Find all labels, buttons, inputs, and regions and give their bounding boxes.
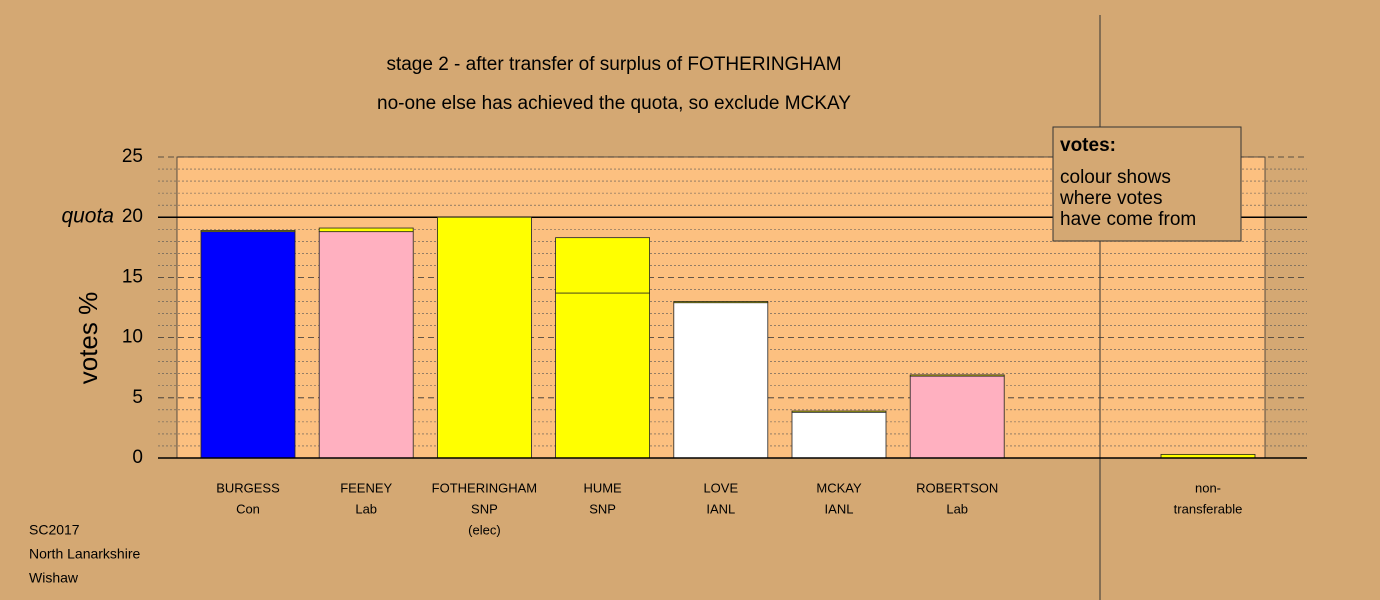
bar-segment — [909, 375, 1005, 459]
bar-segment — [791, 411, 887, 459]
category-label: BURGESS — [216, 480, 280, 495]
bar-segment — [909, 374, 1005, 377]
category-sublabel: IANL — [706, 501, 735, 516]
footer-text: SC2017 — [29, 522, 80, 538]
chart-title: stage 2 - after transfer of surplus of F… — [386, 54, 841, 75]
y-tick-label: 10 — [122, 327, 143, 348]
legend: votes: colour shows where votes have com… — [1052, 126, 1242, 242]
legend-text: have come from — [1060, 209, 1196, 230]
category-label: non- — [1195, 480, 1221, 495]
category-sublabel: Con — [236, 501, 260, 516]
chart-subtitle: no-one else has achieved the quota, so e… — [377, 93, 851, 114]
category-label: FOTHERINGHAM — [432, 480, 537, 495]
y-tick-label: 20 — [122, 206, 143, 227]
category-sublabel: transferable — [1174, 501, 1243, 516]
category-sublabel: IANL — [825, 501, 854, 516]
category-label: LOVE — [703, 480, 738, 495]
category-sublabel: SNP — [589, 501, 616, 516]
bar-segment — [436, 216, 532, 459]
legend-box — [1052, 126, 1242, 242]
bar-segment — [318, 227, 414, 233]
category-label: MCKAY — [816, 480, 862, 495]
category-sublabel: (elec) — [468, 522, 501, 537]
bar-segment — [200, 231, 296, 459]
category-sublabel: Lab — [355, 501, 377, 516]
bar-segment — [555, 292, 650, 459]
bar-segment — [673, 302, 769, 459]
bar-segment — [318, 231, 414, 459]
bar-segment — [555, 237, 650, 294]
footer-text: Wishaw — [29, 570, 79, 586]
bar-segment — [673, 301, 769, 304]
legend-text: colour shows — [1060, 167, 1171, 188]
category-label: ROBERTSON — [916, 480, 998, 495]
y-tick-label: 5 — [132, 387, 143, 408]
y-axis-label: votes % — [73, 292, 103, 385]
y-tick-label: 15 — [122, 266, 143, 287]
legend-title: votes: — [1060, 135, 1116, 156]
y-tick-label: 25 — [122, 146, 143, 167]
bar-segment — [791, 410, 887, 413]
quota-label: quota — [61, 205, 114, 228]
legend-text: where votes — [1059, 188, 1162, 209]
category-sublabel: SNP — [471, 501, 498, 516]
category-label: HUME — [583, 480, 622, 495]
category-label: FEENEY — [340, 480, 392, 495]
y-tick-label: 0 — [132, 447, 143, 468]
bar-segment — [200, 230, 296, 233]
footer-text: North Lanarkshire — [29, 546, 140, 562]
category-sublabel: Lab — [946, 501, 968, 516]
